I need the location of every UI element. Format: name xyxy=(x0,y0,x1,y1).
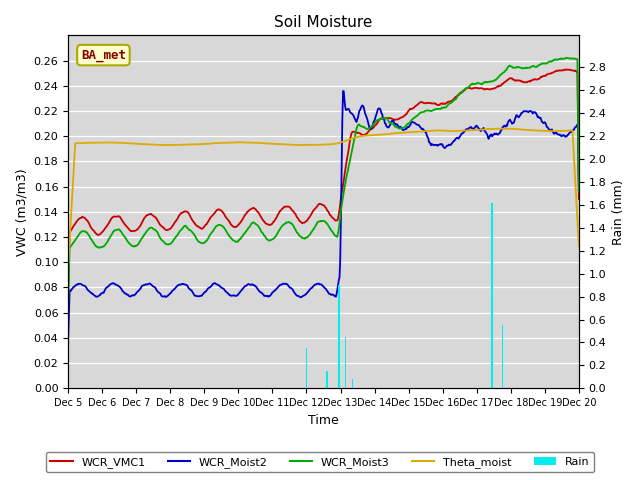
X-axis label: Time: Time xyxy=(308,414,339,427)
Title: Soil Moisture: Soil Moisture xyxy=(275,15,372,30)
Bar xyxy=(492,203,493,388)
Text: BA_met: BA_met xyxy=(81,48,126,61)
Bar xyxy=(491,203,492,388)
Bar xyxy=(339,285,340,388)
Bar xyxy=(352,379,353,388)
Legend: WCR_VMC1, WCR_Moist2, WCR_Moist3, Theta_moist, Rain: WCR_VMC1, WCR_Moist2, WCR_Moist3, Theta_… xyxy=(46,452,594,472)
Bar xyxy=(326,371,327,388)
Bar xyxy=(338,285,339,388)
Y-axis label: VWC (m3/m3): VWC (m3/m3) xyxy=(15,168,28,256)
Bar xyxy=(323,73,324,388)
Bar xyxy=(327,371,328,388)
Y-axis label: Rain (mm): Rain (mm) xyxy=(612,179,625,245)
Bar xyxy=(502,325,503,388)
Bar xyxy=(306,348,307,388)
Bar xyxy=(345,337,346,388)
